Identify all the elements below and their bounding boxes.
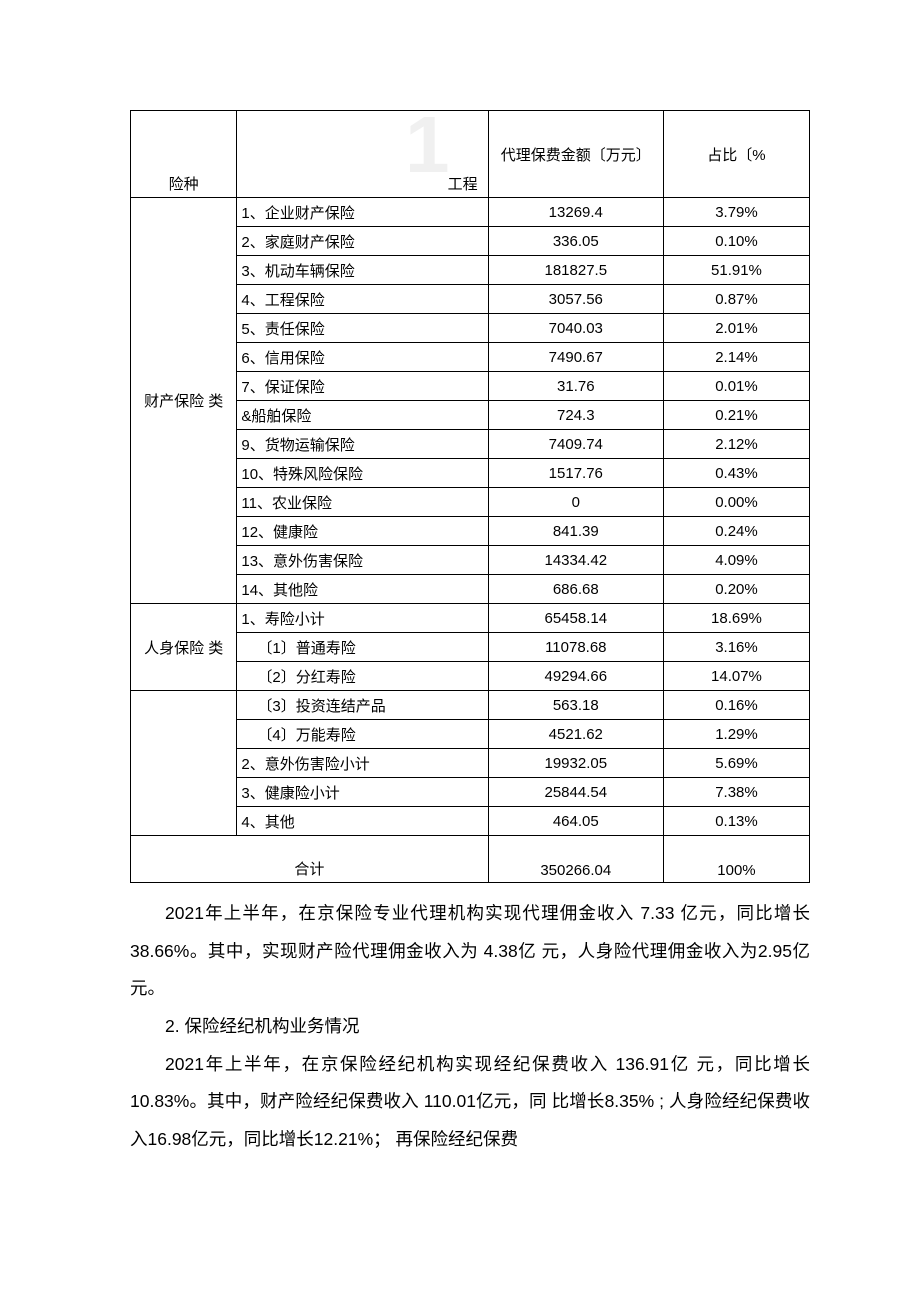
item-amount: 49294.66 (488, 662, 663, 691)
table-row: 财产保险 类 1、企业财产保险 13269.4 3.79% (131, 198, 810, 227)
table-total-row: 合计 350266.04 100% (131, 836, 810, 883)
item-label: 3、机动车辆保险 (237, 256, 488, 285)
item-label: 6、信用保险 (237, 343, 488, 372)
item-label: 〔4〕万能寿险 (237, 720, 488, 749)
item-percent: 1.29% (663, 720, 809, 749)
item-percent: 0.01% (663, 372, 809, 401)
item-label: 3、健康险小计 (237, 778, 488, 807)
item-label: 2、家庭财产保险 (237, 227, 488, 256)
category-property: 财产保险 类 (131, 198, 237, 604)
item-label: 〔1〕普通寿险 (237, 633, 488, 662)
category-life: 人身保险 类 (131, 604, 237, 691)
item-percent: 14.07% (663, 662, 809, 691)
item-amount: 841.39 (488, 517, 663, 546)
item-label: 1、寿险小计 (237, 604, 488, 633)
item-amount: 19932.05 (488, 749, 663, 778)
item-amount: 7040.03 (488, 314, 663, 343)
item-amount: 7409.74 (488, 430, 663, 459)
item-amount: 181827.5 (488, 256, 663, 285)
item-percent: 0.24% (663, 517, 809, 546)
total-amount: 350266.04 (488, 836, 663, 883)
body-text: 2021年上半年，在京保险专业代理机构实现代理佣金收入 7.33 亿元，同比增长… (130, 895, 810, 1158)
item-amount: 25844.54 (488, 778, 663, 807)
item-label: 10、特殊风险保险 (237, 459, 488, 488)
header-percent: 占比〔% (663, 111, 809, 198)
insurance-table: 险种 工程 代理保费金额〔万元〕 占比〔% 财产保险 类 1、企业财产保险 13… (130, 110, 810, 883)
item-label: 2、意外伤害险小计 (237, 749, 488, 778)
item-amount: 65458.14 (488, 604, 663, 633)
item-label: 〔2〕分红寿险 (237, 662, 488, 691)
table-header-row: 险种 工程 代理保费金额〔万元〕 占比〔% (131, 111, 810, 198)
paragraph-3: 2021年上半年，在京保险经纪机构实现经纪保费收入 136.91亿 元，同比增长… (130, 1046, 810, 1159)
item-amount: 14334.42 (488, 546, 663, 575)
item-percent: 3.79% (663, 198, 809, 227)
item-percent: 0.87% (663, 285, 809, 314)
item-amount: 464.05 (488, 807, 663, 836)
item-amount: 7490.67 (488, 343, 663, 372)
item-label: 9、货物运输保险 (237, 430, 488, 459)
total-label: 合计 (131, 836, 489, 883)
item-percent: 4.09% (663, 546, 809, 575)
item-percent: 0.00% (663, 488, 809, 517)
table-row: 〔3〕投资连结产品 563.18 0.16% (131, 691, 810, 720)
item-amount: 4521.62 (488, 720, 663, 749)
item-label: 14、其他险 (237, 575, 488, 604)
item-amount: 1517.76 (488, 459, 663, 488)
item-label: 4、工程保险 (237, 285, 488, 314)
item-percent: 0.21% (663, 401, 809, 430)
item-amount: 13269.4 (488, 198, 663, 227)
item-amount: 686.68 (488, 575, 663, 604)
paragraph-2: 2. 保险经纪机构业务情况 (130, 1008, 810, 1046)
item-percent: 3.16% (663, 633, 809, 662)
item-label: 4、其他 (237, 807, 488, 836)
category-blank (131, 691, 237, 836)
item-percent: 5.69% (663, 749, 809, 778)
item-percent: 18.69% (663, 604, 809, 633)
item-percent: 0.10% (663, 227, 809, 256)
item-percent: 2.14% (663, 343, 809, 372)
item-amount: 336.05 (488, 227, 663, 256)
header-category: 险种 (131, 111, 237, 198)
item-percent: 51.91% (663, 256, 809, 285)
total-percent: 100% (663, 836, 809, 883)
item-label: 7、保证保险 (237, 372, 488, 401)
header-amount: 代理保费金额〔万元〕 (488, 111, 663, 198)
item-amount: 0 (488, 488, 663, 517)
item-label: 1、企业财产保险 (237, 198, 488, 227)
item-amount: 724.3 (488, 401, 663, 430)
header-item: 工程 (237, 111, 488, 198)
item-percent: 0.20% (663, 575, 809, 604)
item-percent: 0.13% (663, 807, 809, 836)
item-percent: 0.43% (663, 459, 809, 488)
table-row: 人身保险 类 1、寿险小计 65458.14 18.69% (131, 604, 810, 633)
item-amount: 11078.68 (488, 633, 663, 662)
item-percent: 2.12% (663, 430, 809, 459)
item-amount: 31.76 (488, 372, 663, 401)
item-percent: 7.38% (663, 778, 809, 807)
item-percent: 0.16% (663, 691, 809, 720)
item-label: 〔3〕投资连结产品 (237, 691, 488, 720)
item-label: 11、农业保险 (237, 488, 488, 517)
item-amount: 563.18 (488, 691, 663, 720)
paragraph-1: 2021年上半年，在京保险专业代理机构实现代理佣金收入 7.33 亿元，同比增长… (130, 895, 810, 1008)
item-amount: 3057.56 (488, 285, 663, 314)
item-label: 13、意外伤害保险 (237, 546, 488, 575)
item-label: &船舶保险 (237, 401, 488, 430)
item-percent: 2.01% (663, 314, 809, 343)
item-label: 5、责任保险 (237, 314, 488, 343)
item-label: 12、健康险 (237, 517, 488, 546)
